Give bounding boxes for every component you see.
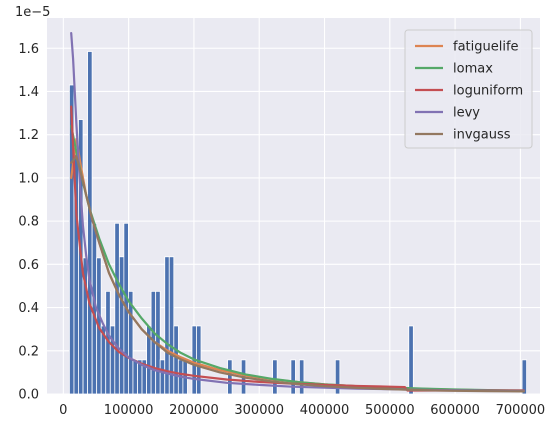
- histogram-bar: [118, 256, 125, 395]
- y-tick-label: 0.2: [18, 344, 39, 359]
- y-tick-label: 0.0: [18, 388, 39, 403]
- series-line-invgauss: [70, 155, 525, 393]
- histogram-bar: [128, 290, 134, 395]
- x-tick-label: 300000: [234, 403, 284, 418]
- x-tick-label: 0: [59, 403, 67, 418]
- y-axis: 0.0 0.2 0.4 0.6 0.8 1.0 1.2 1.4 1.6: [18, 42, 39, 403]
- histogram-bar: [227, 359, 233, 395]
- histogram-bar: [87, 51, 93, 395]
- histogram-bar: [298, 359, 305, 395]
- y-tick-label: 1.6: [18, 42, 39, 57]
- x-tick-label: 500000: [365, 403, 415, 418]
- x-tick-label: 200000: [169, 403, 219, 418]
- y-scale-label: 1e−5: [15, 5, 50, 20]
- histogram-bar: [290, 359, 296, 395]
- legend: fatiguelife lomax loguniform levy invgauss: [404, 29, 533, 149]
- legend-label: fatiguelife: [453, 40, 519, 55]
- legend-box: [404, 29, 533, 149]
- histogram-bar: [408, 325, 414, 395]
- y-tick-label: 1.0: [18, 171, 39, 186]
- y-tick-label: 0.6: [18, 258, 39, 273]
- x-tick-label: 400000: [300, 403, 350, 418]
- legend-label: lomax: [453, 62, 493, 77]
- histogram-bar: [272, 359, 278, 395]
- legend-label: levy: [453, 106, 480, 121]
- y-tick-label: 0.8: [18, 215, 39, 230]
- x-tick-label: 600000: [430, 403, 480, 418]
- y-tick-label: 0.4: [18, 301, 39, 316]
- histogram-bar: [168, 256, 175, 395]
- y-tick-label: 1.4: [18, 85, 39, 100]
- x-axis: 0 100000 200000 300000 400000 500000 600000 700…: [59, 403, 545, 418]
- histogram-bar: [521, 359, 527, 395]
- legend-label: invgauss: [453, 128, 511, 143]
- histogram-bar: [173, 325, 179, 395]
- x-tick-label: 100000: [104, 403, 154, 418]
- histogram-bar: [132, 359, 138, 395]
- histogram-bar: [114, 222, 120, 395]
- y-tick-label: 1.2: [18, 128, 39, 143]
- histogram-bar: [334, 359, 341, 395]
- x-tick-label: 700000: [496, 403, 546, 418]
- density-lines: [70, 32, 525, 393]
- histogram-bar: [109, 325, 116, 395]
- histogram-bar: [159, 359, 166, 395]
- legend-label: loguniform: [453, 84, 523, 99]
- series-line-loguniform: [70, 105, 525, 392]
